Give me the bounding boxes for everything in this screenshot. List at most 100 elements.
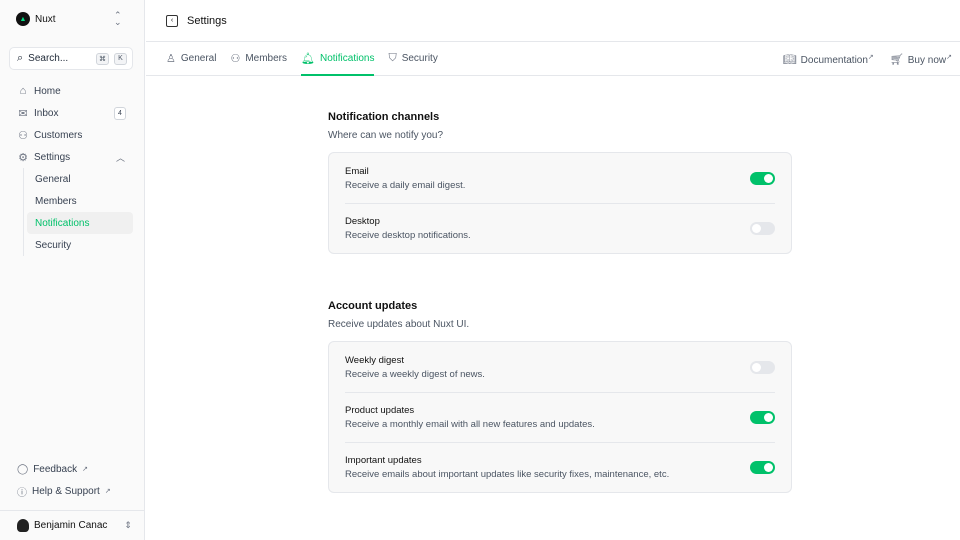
setting-row: Product updates Receive a monthly email w… <box>345 392 775 442</box>
user-name: Benjamin Canac <box>34 520 108 531</box>
sidebar-collapse-icon[interactable]: ‹ <box>166 14 178 27</box>
settings-card: Weekly digest Receive a weekly digest of … <box>328 341 792 493</box>
users-icon: ⚇ <box>230 53 241 65</box>
chevron-up-down-icon: ⇕ <box>124 520 132 530</box>
inbox-icon: ✉ <box>18 107 28 120</box>
tab-security[interactable]: ⛉ Security <box>388 42 437 75</box>
sidebar-item-label: Inbox <box>34 107 59 119</box>
setting-description: Receive a weekly digest of news. <box>345 368 485 380</box>
sidebar-item-inbox[interactable]: ✉ Inbox 4 <box>9 102 133 124</box>
buy-now-link[interactable]: 🛒︎ Buy now↗ <box>890 53 952 66</box>
toggle-switch[interactable] <box>750 222 775 235</box>
toggle-switch[interactable] <box>750 461 775 474</box>
documentation-link[interactable]: 📖︎ Documentation↗ <box>783 53 874 66</box>
section-description: Receive updates about Nuxt UI. <box>328 319 470 330</box>
external-link-icon: ↗ <box>104 488 111 495</box>
notification-channels-section: Notification channels Where can we notif… <box>328 111 792 254</box>
account-updates-section: Account updates Receive updates about Nu… <box>328 300 792 493</box>
user-icon: ♙ <box>166 53 176 65</box>
search-icon: ⌕ <box>17 52 24 64</box>
book-icon: 📖︎ <box>782 53 797 66</box>
team-switcher[interactable]: ▲ Nuxt <box>16 12 56 26</box>
chevron-up-icon[interactable]: ︿ <box>115 152 125 163</box>
setting-description: Receive a daily email digest. <box>345 179 466 191</box>
setting-label: Product updates <box>345 405 415 416</box>
setting-text: Weekly digest Receive a weekly digest of … <box>345 355 485 380</box>
setting-label: Desktop <box>345 216 380 227</box>
info-icon: ⓘ <box>17 487 27 499</box>
sidebar-item-customers[interactable]: ⚇ Customers <box>9 124 133 146</box>
external-link-icon: ↗ <box>82 466 88 473</box>
toggle-switch[interactable] <box>750 411 775 424</box>
external-link-icon: ↗ <box>867 53 874 61</box>
sidebar-item-settings[interactable]: ⚙ Settings ︿ <box>9 146 133 168</box>
tab-label: Security <box>401 53 438 64</box>
avatar <box>17 519 29 532</box>
tab-label: General <box>180 53 217 64</box>
settings-subnav: General Members Notifications Security <box>23 168 133 256</box>
shield-icon: ⛉ <box>388 52 397 64</box>
page-title: Settings <box>187 14 227 27</box>
setting-text: Important updates Receive emails about im… <box>345 455 669 480</box>
sidebar-item-label: Settings <box>34 151 71 163</box>
setting-text: Email Receive a daily email digest. <box>345 166 465 191</box>
setting-label: Email <box>345 165 369 177</box>
inbox-count-badge: 4 <box>114 106 126 120</box>
setting-description: Receive emails about important updates l… <box>345 469 670 480</box>
brand-name: Nuxt <box>35 13 56 25</box>
nuxt-logo-icon: ▲ <box>16 12 30 26</box>
tab-label: Members <box>245 53 288 64</box>
feedback-link[interactable]: ◯ Feedback ↗ <box>9 458 133 480</box>
external-link-icon: ↗ <box>946 53 952 61</box>
tab-members[interactable]: ⚇ Members <box>230 42 287 75</box>
buy-now-label: Buy now <box>907 54 947 66</box>
chevron-up-down-icon[interactable]: ⌃ ⌄ <box>114 10 122 27</box>
sidebar-item-label: Home <box>34 85 61 97</box>
help-support-link[interactable]: ⓘ Help & Support ↗ <box>9 480 133 502</box>
setting-text: Product updates Receive a monthly email w… <box>345 405 595 430</box>
sidebar-item-members[interactable]: Members <box>35 195 77 207</box>
chat-icon: ◯ <box>17 463 29 475</box>
documentation-label: Documentation <box>800 54 868 66</box>
setting-row: Desktop Receive desktop notifications. <box>345 203 775 253</box>
setting-description: Receive desktop notifications. <box>345 230 471 241</box>
header-links: 📖︎ Documentation↗ 🛒︎ Buy now↗ <box>783 42 952 76</box>
settings-card: Email Receive a daily email digest. Deskto… <box>328 152 792 254</box>
setting-row: Email Receive a daily email digest. <box>345 153 775 203</box>
toggle-switch[interactable] <box>750 171 775 185</box>
sidebar-item-label: Customers <box>34 129 83 141</box>
section-title: Account updates <box>328 300 418 312</box>
page-header: ‹ Settings <box>146 0 960 42</box>
home-icon: ⌂ <box>19 85 27 97</box>
search-placeholder: Search... <box>28 53 69 64</box>
setting-description: Receive a monthly email with all new fea… <box>345 419 595 430</box>
section-title: Notification channels <box>328 111 440 123</box>
gear-icon: ⚙ <box>18 151 28 164</box>
feedback-label: Feedback <box>33 463 78 475</box>
sidebar-nav: ⌂ Home ✉ Inbox 4 ⚇ Customers ⚙ Settings ︿ Gene… <box>9 80 133 256</box>
users-icon: ⚇ <box>18 129 28 142</box>
sidebar-item-general[interactable]: General <box>35 173 71 185</box>
kbd-k: K <box>114 52 127 65</box>
tab-notifications[interactable]: 🔔︎ Notifications <box>301 42 375 76</box>
setting-row: Important updates Receive emails about im… <box>345 442 775 492</box>
cart-icon: 🛒︎ <box>889 53 904 66</box>
help-label: Help & Support <box>32 485 100 497</box>
user-menu[interactable]: Benjamin Canac ⇕ <box>0 510 145 540</box>
toggle-switch[interactable] <box>750 360 775 374</box>
sidebar: ▲ Nuxt ⌃ ⌄ ⌕ Search... ⌘ K ⌂ Home ✉ Inbox 4 … <box>0 0 145 540</box>
kbd-meta: ⌘ <box>96 52 109 65</box>
sidebar-item-security[interactable]: Security <box>35 239 72 251</box>
setting-row: Weekly digest Receive a weekly digest of … <box>345 342 775 392</box>
tab-general[interactable]: ♙ General <box>166 42 216 75</box>
setting-text: Desktop Receive desktop notifications. <box>345 216 471 241</box>
bell-icon: 🔔︎ <box>301 53 315 65</box>
sidebar-item-home[interactable]: ⌂ Home <box>9 80 133 102</box>
tab-label: Notifications <box>319 53 375 64</box>
sidebar-item-notifications[interactable]: Notifications <box>27 212 133 234</box>
setting-label: Important updates <box>345 455 422 466</box>
section-description: Where can we notify you? <box>328 130 444 141</box>
settings-tabs: ♙ General ⚇ Members 🔔︎ Notifications ⛉ Secur… <box>146 42 960 76</box>
search-button[interactable]: ⌕ Search... ⌘ K <box>9 47 133 70</box>
sidebar-footer: ◯ Feedback ↗ ⓘ Help & Support ↗ <box>9 458 133 502</box>
